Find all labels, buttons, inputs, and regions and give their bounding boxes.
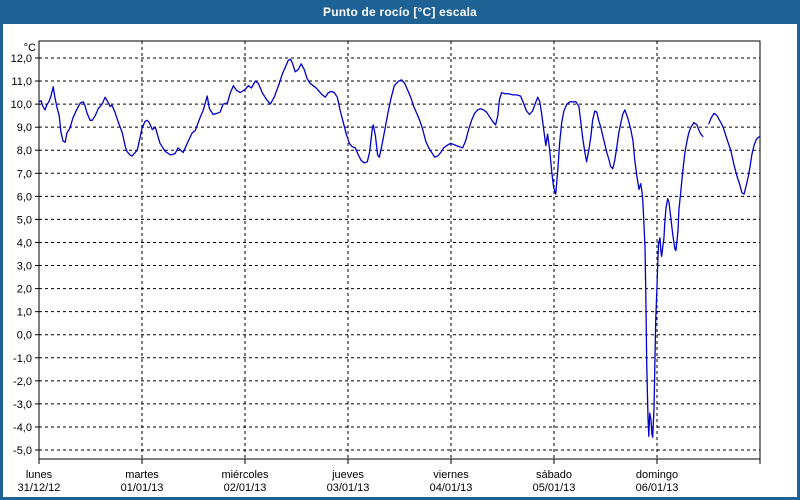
y-axis-tick-label: 10,0	[11, 99, 32, 111]
y-axis-tick-label: -5,0	[13, 445, 32, 457]
y-axis-tick-label: -4,0	[13, 422, 32, 434]
y-axis-tick-label: 12,0	[11, 53, 32, 65]
series-line	[38, 58, 704, 438]
x-axis-date-label: 06/01/13	[636, 482, 679, 494]
x-axis-day-label: sábado	[536, 469, 572, 481]
y-axis-tick-label: 11,0	[11, 76, 32, 88]
y-axis-tick-label: 9,0	[17, 122, 32, 134]
y-axis-tick-label: -3,0	[13, 399, 32, 411]
x-axis-date-label: 05/01/13	[533, 482, 576, 494]
x-axis-date-label: 01/01/13	[121, 482, 164, 494]
chart-title: Punto de rocío [°C] escala	[322, 5, 478, 19]
y-axis-tick-label: 1,0	[17, 307, 32, 319]
y-axis-tick-label: 2,0	[17, 284, 32, 296]
series-line	[708, 112, 761, 195]
x-axis-date-label: 02/01/13	[224, 482, 267, 494]
y-axis-tick-label: 7,0	[17, 168, 32, 180]
y-axis-tick-label: 4,0	[17, 237, 32, 249]
x-axis-date-label: 31/12/12	[18, 482, 61, 494]
y-axis-tick-label: 8,0	[17, 145, 32, 157]
y-axis-tick-label: -2,0	[13, 376, 32, 388]
y-axis-tick-label: -1,0	[13, 353, 32, 365]
y-axis-tick-label: 5,0	[17, 214, 32, 226]
x-axis-day-label: domingo	[636, 469, 678, 481]
x-axis-day-label: jueves	[331, 469, 364, 481]
x-axis-date-label: 04/01/13	[430, 482, 473, 494]
x-axis-day-label: viernes	[433, 469, 469, 481]
plot-border	[38, 40, 761, 460]
y-axis-tick-label: 3,0	[17, 261, 32, 273]
x-axis-day-label: miércoles	[221, 469, 269, 481]
x-axis-date-label: 03/01/13	[327, 482, 370, 494]
y-axis-unit-label: °C	[24, 42, 36, 54]
x-axis-day-label: lunes	[26, 469, 53, 481]
title-bar: Punto de rocío [°C] escala	[0, 0, 800, 24]
y-axis-tick-label: 0,0	[17, 330, 32, 342]
y-axis-tick-label: 6,0	[17, 191, 32, 203]
x-axis-day-label: martes	[125, 469, 159, 481]
